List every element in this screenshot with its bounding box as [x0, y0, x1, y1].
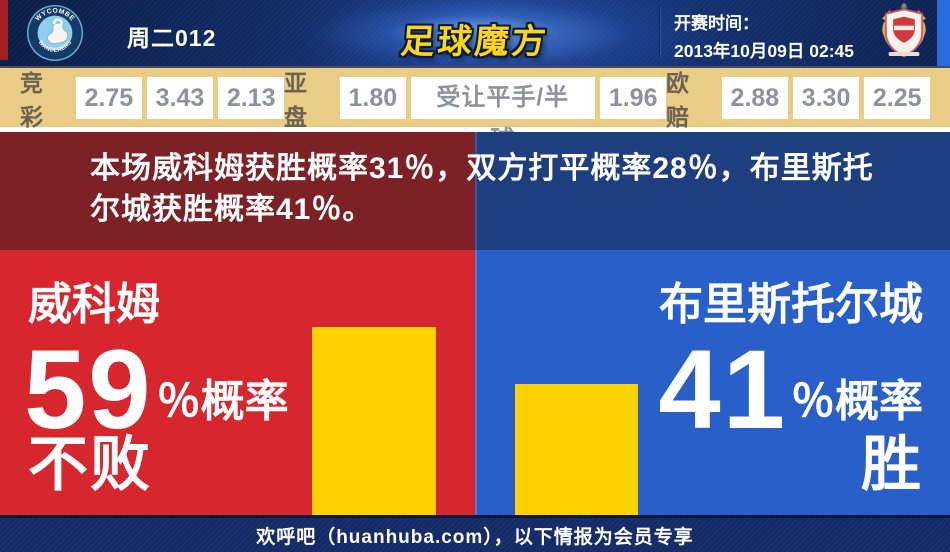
match-number-label: 周二012 — [127, 25, 217, 51]
wycombe-wanderers-badge-icon: WYCOMBE WANDERERS — [26, 4, 84, 62]
yapan-home-odds: 1.80 — [339, 76, 406, 119]
oupei-odds-group: 欧赔 2.88 3.30 2.25 — [666, 64, 931, 132]
bristol-city-crest-icon — [882, 3, 926, 58]
separator-gap — [0, 127, 950, 132]
odds-bar: 竞彩 2.75 3.43 2.13 亚盘 1.80 受让平手/半球 1.96 欧… — [0, 66, 950, 153]
kickoff-time-block: 开赛时间： 2013年10月09日 02:45 — [674, 9, 854, 63]
yapan-odds-group: 亚盘 1.80 受让平手/半球 1.96 — [283, 64, 667, 153]
home-probability: 59 ％概率 — [24, 327, 289, 452]
yapan-handicap: 受让平手/半球 — [410, 76, 595, 153]
jingcai-odds-group: 竞彩 2.75 3.43 2.13 — [20, 64, 284, 132]
site-logo-text: 足球魔方 — [399, 23, 551, 61]
yapan-label: 亚盘 — [283, 69, 307, 130]
away-probability-bar — [515, 384, 638, 515]
home-probability-bar — [312, 327, 436, 515]
oupei-draw-odds: 3.30 — [792, 76, 859, 119]
away-team-badge — [875, 2, 933, 66]
analysis-line-1: 本场威科姆获胜概率31％，双方打平概率28％，布里斯托 — [90, 152, 874, 185]
site-logo: 足球魔方 — [315, 0, 635, 66]
header: WYCOMBE WANDERERS 周二012 足球魔方 开赛时间： 2013年… — [0, 0, 950, 66]
jingcai-away-odds: 2.13 — [217, 76, 284, 119]
logo-glow — [315, 0, 635, 66]
jingcai-draw-odds: 3.43 — [146, 76, 213, 119]
away-team-name: 布里斯托尔城 — [659, 280, 923, 329]
jingcai-home-odds: 2.75 — [75, 76, 142, 119]
away-probability: 41 ％概率 — [658, 327, 923, 452]
oupei-home-odds: 2.88 — [721, 76, 788, 119]
footer-bar: 欢呼吧（huanhuba.com），以下情报为会员专享 — [0, 515, 950, 552]
prediction-panel: 本场威科姆获胜概率31％，双方打平概率28％，布里斯托 尔城获胜概率41％。 威… — [0, 132, 950, 515]
home-dark-band — [0, 132, 475, 250]
swan-icon — [47, 18, 69, 44]
kickoff-label: 开赛时间： — [674, 14, 759, 33]
kickoff-datetime: 2013年10月09日 02:45 — [674, 41, 854, 61]
home-probability-unit: ％概率 — [156, 377, 289, 426]
footer-text: 欢呼吧（huanhuba.com），以下情报为会员专享 — [256, 526, 694, 548]
yapan-away-odds: 1.96 — [599, 76, 667, 119]
analysis-line-2: 尔城获胜概率41％。 — [90, 193, 374, 226]
away-outcome-label: 胜 — [861, 431, 923, 498]
home-team-name: 威科姆 — [28, 280, 160, 329]
oupei-label: 欧赔 — [666, 69, 690, 130]
home-outcome-label: 不败 — [28, 431, 152, 498]
analysis-text: 本场威科姆获胜概率31％，双方打平概率28％，布里斯托 尔城获胜概率41％。 — [90, 148, 874, 230]
header-blue-edge-strip — [937, 0, 950, 66]
header-red-edge-strip — [0, 0, 8, 60]
away-probability-unit: ％概率 — [791, 377, 923, 426]
away-dark-band — [475, 132, 950, 250]
oupei-away-odds: 2.25 — [863, 76, 931, 119]
jingcai-label: 竞彩 — [20, 69, 43, 130]
home-team-badge: WYCOMBE WANDERERS — [26, 4, 84, 66]
away-probability-value: 41 — [658, 327, 787, 452]
home-probability-value: 59 — [24, 327, 153, 452]
header-divider — [659, 7, 660, 57]
